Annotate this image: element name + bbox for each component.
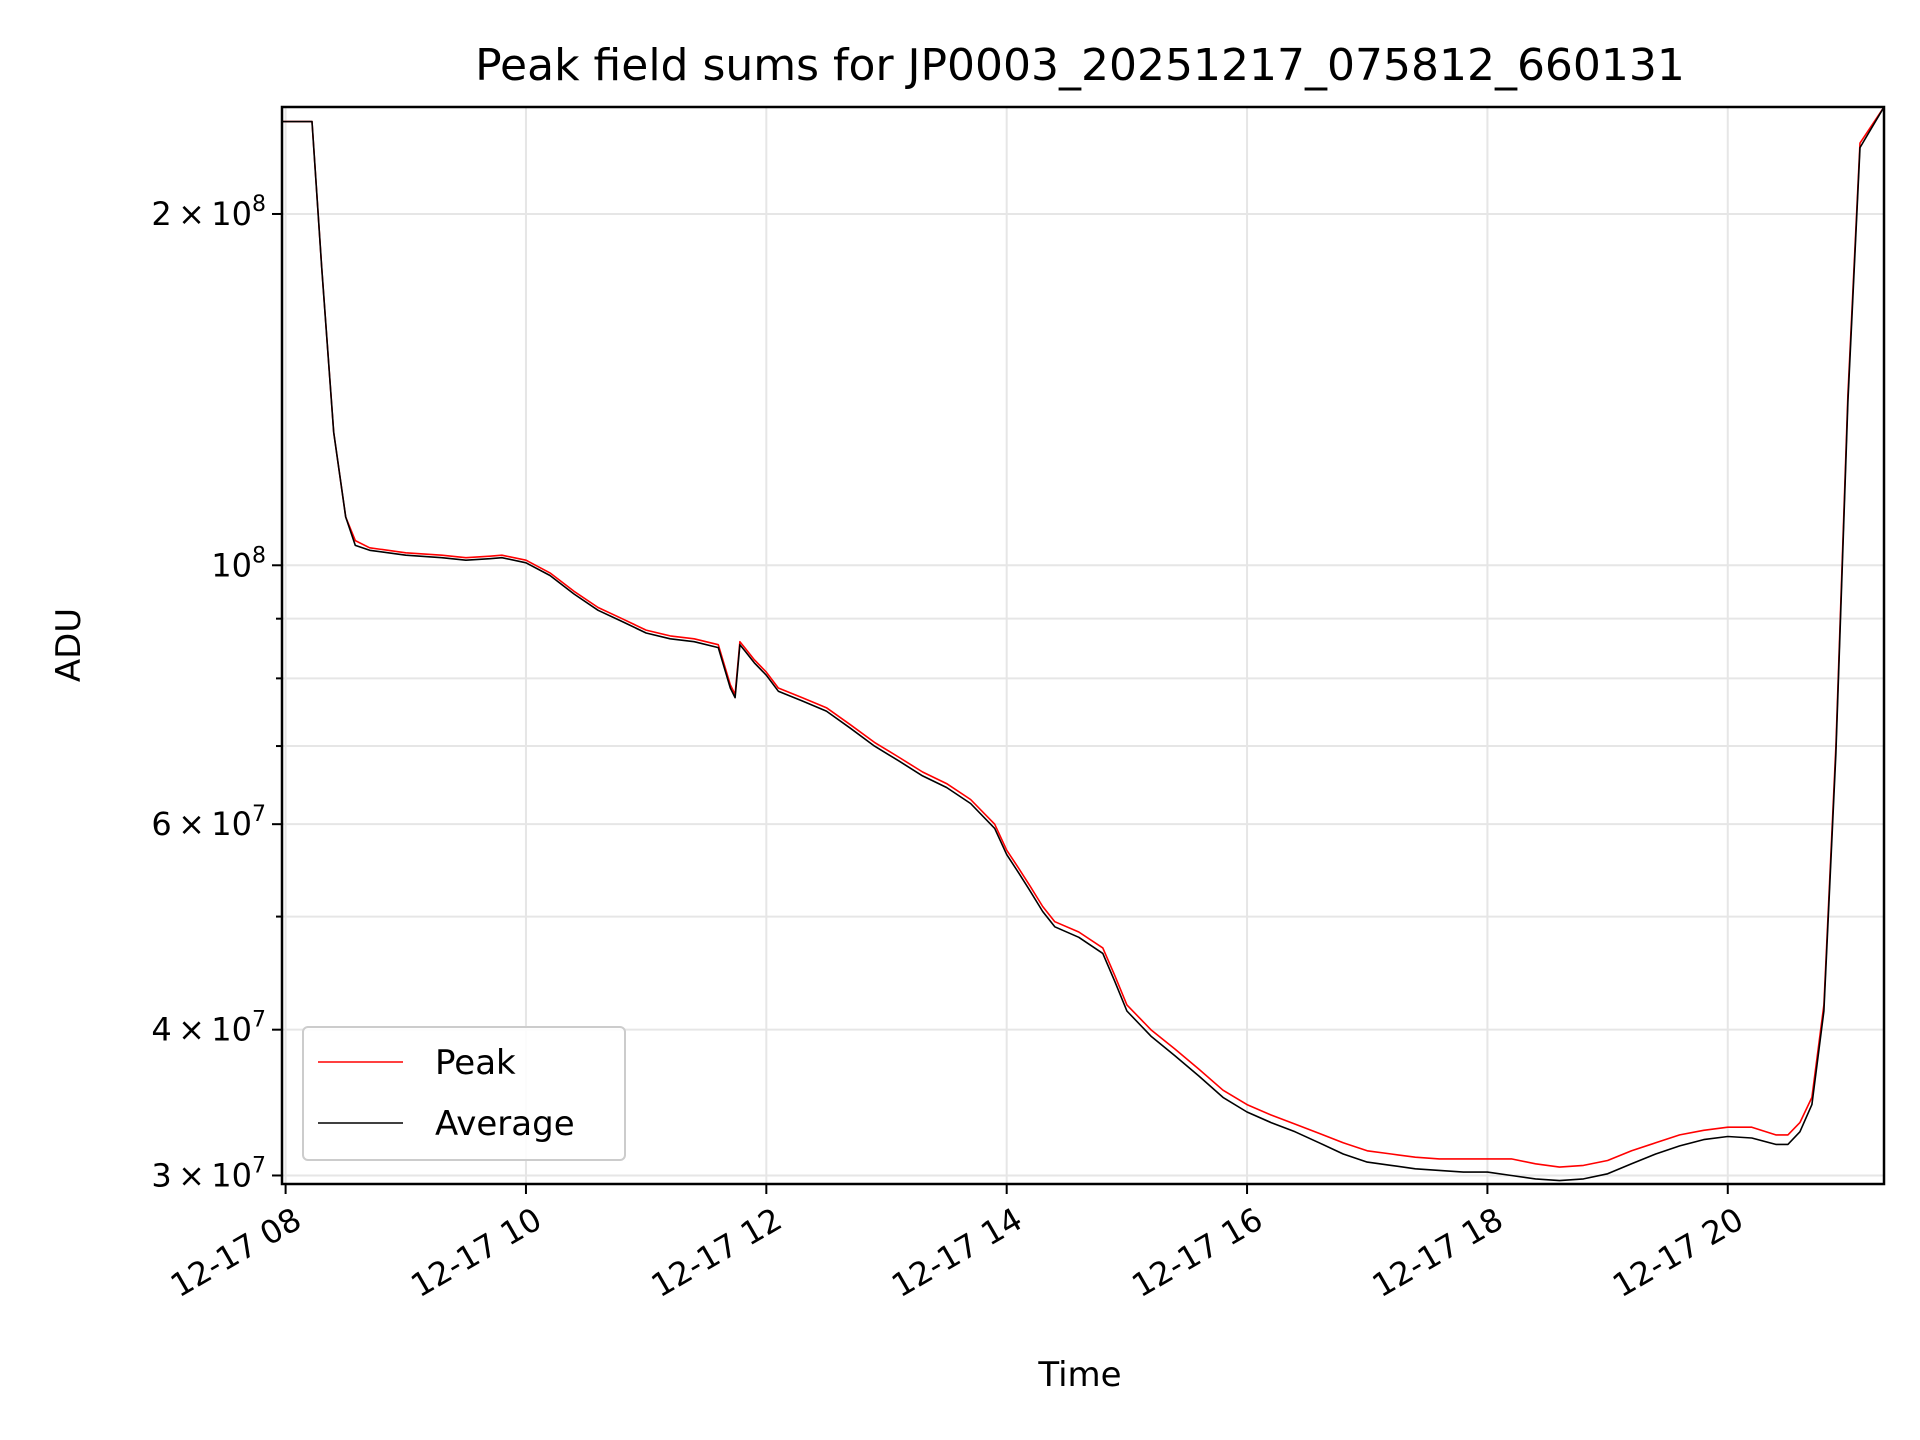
x-tick-label: 12-17 16 — [1125, 1200, 1269, 1305]
x-axis-label: Time — [1037, 1355, 1121, 1395]
y-tick-label: 4 × 107 — [151, 1008, 266, 1049]
x-tick-label: 12-17 12 — [645, 1200, 789, 1305]
grid-lines — [282, 107, 1884, 1184]
x-ticks: 12-17 08 12-17 10 12-17 12 12-17 14 12-17 16… — [164, 1184, 1750, 1305]
chart-title: Peak field sums for JP0003_20251217_0758… — [475, 40, 1685, 91]
plot-lines — [282, 107, 1884, 1182]
y-ticks: 3 × 107 4 × 107 6 × 107 108 2 × 108 — [151, 192, 282, 1194]
x-tick-label: 12-17 18 — [1366, 1200, 1510, 1305]
series-line-peak — [282, 107, 1884, 1168]
legend-peak-label: Peak — [435, 1043, 516, 1083]
y-tick-label: 108 — [211, 543, 266, 584]
y-axis-label: ADU — [49, 608, 89, 682]
x-tick-label: 12-17 20 — [1606, 1200, 1750, 1305]
y-tick-label: 3 × 107 — [151, 1153, 266, 1194]
y-tick-label: 2 × 108 — [151, 192, 266, 233]
plot-frame — [280, 105, 1886, 1186]
legend-average-label: Average — [435, 1104, 575, 1144]
legend-box — [302, 1026, 626, 1161]
y-tick-label: 6 × 107 — [151, 802, 266, 843]
series-line-average — [282, 107, 1884, 1182]
x-tick-label: 12-17 10 — [404, 1200, 548, 1305]
x-tick-label: 12-17 08 — [164, 1200, 308, 1305]
legend: Peak Average — [302, 1026, 626, 1161]
x-tick-label: 12-17 14 — [885, 1200, 1029, 1305]
